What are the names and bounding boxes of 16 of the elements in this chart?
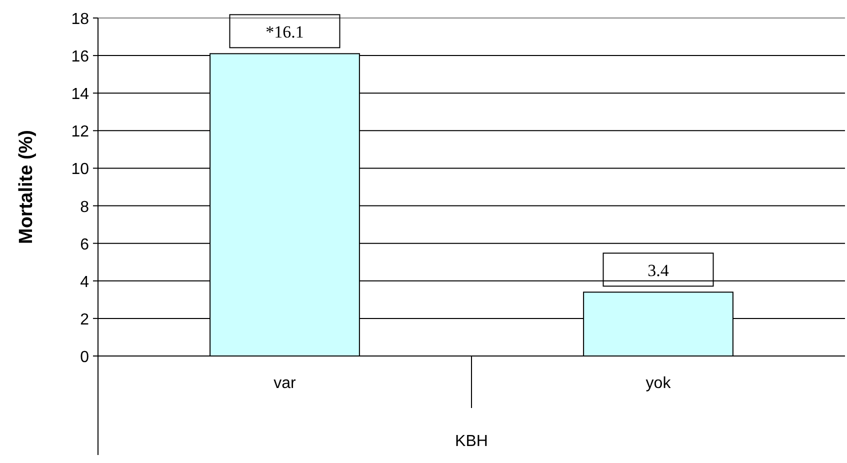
data-label: 3.4 [648, 261, 670, 280]
y-tick-label: 6 [80, 236, 90, 254]
y-tick-label: 10 [71, 161, 90, 178]
y-tick-label: 4 [80, 274, 90, 291]
y-axis-title: Mortalite (%) [16, 130, 37, 244]
y-tick-label: 16 [71, 48, 90, 66]
data-label: *16.1 [266, 22, 304, 42]
x-tick-label: yok [646, 375, 672, 392]
x-tick-label: var [274, 375, 297, 392]
y-tick-label: 8 [80, 198, 90, 216]
y-tick-label: 18 [71, 11, 90, 28]
y-tick-label: 14 [71, 86, 90, 104]
y-tick-label: 2 [80, 311, 90, 328]
y-tick-label: 0 [80, 349, 90, 366]
x-axis-title: KBH [455, 433, 488, 450]
y-tick-label: 12 [71, 124, 90, 141]
